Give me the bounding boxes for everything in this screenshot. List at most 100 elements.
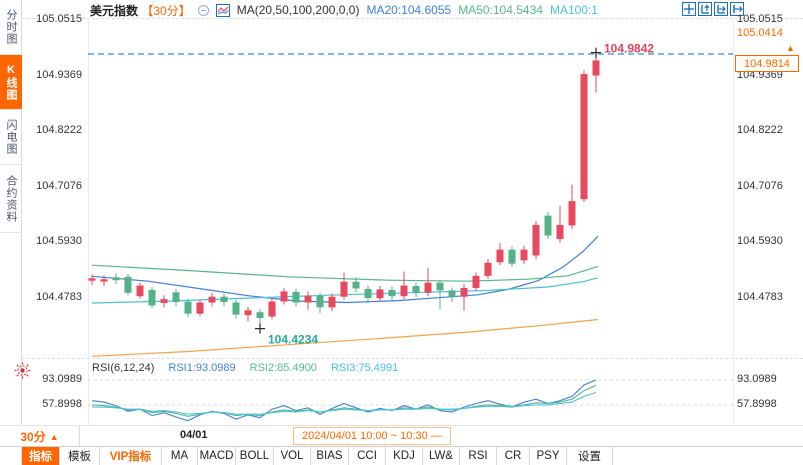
price-tick-label: 104.5930 xyxy=(36,235,82,248)
indicator-tab-指标[interactable]: 指标 xyxy=(22,447,60,465)
indicator-tab-bias[interactable]: BIAS xyxy=(311,447,349,465)
ma-settings-label[interactable]: MA(20,50,100,200,0,0) xyxy=(236,3,360,17)
time-axis-row: 30分 ▲ 04/01 2024/04/01 10:00 ~ 10:30 — xyxy=(0,425,803,447)
candle-body xyxy=(220,296,228,303)
candle-body xyxy=(520,249,528,261)
indicator-tab-rsi[interactable]: RSI xyxy=(460,447,497,465)
sidebar-item-timeshare-chart[interactable]: 分时图 xyxy=(0,0,22,55)
indicator-tab-设置[interactable]: 设置 xyxy=(567,447,613,465)
zoom-vertical-icon[interactable] xyxy=(698,2,712,16)
candle-body xyxy=(292,291,300,303)
indicator-tab-ma[interactable]: MA xyxy=(162,447,198,465)
candle-body xyxy=(328,296,336,308)
tab-bar-spacer xyxy=(0,447,22,465)
rsi2-value: RSI2:85.4900 xyxy=(249,362,317,374)
ma-line-ma100 xyxy=(91,277,599,304)
candle-body xyxy=(208,296,216,303)
indicator-tab-vip指标[interactable]: VIP指标 xyxy=(100,447,162,465)
rsi-line-rsi1 xyxy=(91,379,597,422)
candle-body xyxy=(268,301,276,317)
symbol-title: 美元指数 【30分】 xyxy=(90,2,191,19)
candle-body xyxy=(100,279,108,282)
ma20-value: MA20:104.6055 xyxy=(366,3,452,17)
price-tick-label: 105.0515 xyxy=(737,13,783,25)
indicator-tab-psy[interactable]: PSY xyxy=(530,447,567,465)
ma-line-ma20 xyxy=(91,235,599,304)
indicator-chart-icon[interactable] xyxy=(215,3,230,17)
rsi1-value: RSI1:93.0989 xyxy=(168,362,236,374)
sidebar-item-contract-info[interactable]: 合约资料 xyxy=(0,165,22,233)
date-tick-label: 04/01 xyxy=(180,429,208,441)
rsi-line-rsi3 xyxy=(92,391,597,415)
indicator-tab-macd[interactable]: MACD xyxy=(198,447,236,465)
plot-right-border xyxy=(733,18,734,425)
pan-right-icon[interactable] xyxy=(730,2,744,16)
candle-body xyxy=(472,275,480,288)
rsi3-value: RSI3:75.4991 xyxy=(330,362,399,374)
zoom-horizontal-icon[interactable] xyxy=(714,2,728,16)
indicator-tab-模板[interactable]: 模板 xyxy=(60,447,100,465)
price-tick-label: 104.7076 xyxy=(737,179,783,192)
price-tick-label: 104.8222 xyxy=(737,124,783,137)
price-tick-label: 105.0515 xyxy=(36,13,82,25)
candle-body xyxy=(280,291,288,302)
candle-body xyxy=(580,74,588,200)
candle-body xyxy=(592,60,600,76)
candle-body xyxy=(232,302,240,315)
candle-body xyxy=(412,286,420,293)
candle-body xyxy=(184,301,192,314)
ma-line-ma50 xyxy=(91,264,599,282)
period-selector[interactable]: 30分 ▲ xyxy=(0,426,80,447)
price-axis-left: 105.0515 104.9369 104.8222 104.7076 104.5930… xyxy=(22,0,86,425)
candle-body xyxy=(340,281,348,297)
rsi-tick-label: 93.0989 xyxy=(42,373,82,385)
candle-body xyxy=(544,215,552,236)
candle-body xyxy=(484,262,492,276)
rsi-settings-label[interactable]: RSI(6,12,24) xyxy=(92,362,155,374)
low-annotation: 104.4234 xyxy=(268,333,318,347)
candle-body xyxy=(124,276,132,293)
current-price-badge: 104.9814 xyxy=(735,55,799,72)
indicator-tab-boll[interactable]: BOLL xyxy=(236,447,274,465)
candle-body xyxy=(508,249,516,264)
high-annotation: 104.9842 xyxy=(604,42,654,56)
chart-toolbar xyxy=(679,2,744,16)
candle-body xyxy=(388,289,396,297)
rsi-tick-label: 57.8998 xyxy=(42,397,82,410)
symbol-name: 美元指数 xyxy=(90,3,139,18)
candle-body xyxy=(304,295,312,303)
plot-left-border xyxy=(88,18,89,425)
ma100-value: MA100:1 xyxy=(549,3,598,17)
panel-divider xyxy=(22,358,803,359)
chart-header: 美元指数 【30分】 MA(20,50,100,200,0,0) MA20:10… xyxy=(90,2,598,18)
candles-layer xyxy=(88,52,600,325)
selected-range-badge: 2024/04/01 10:00 ~ 10:30 — xyxy=(293,427,451,445)
ma-line-ma200 xyxy=(91,318,599,357)
alert-flash-icon[interactable] xyxy=(14,362,31,379)
period-up-arrow-icon: ▲ xyxy=(49,431,59,442)
price-tick-label: 104.5930 xyxy=(737,235,783,248)
candle-body xyxy=(436,282,444,291)
left-sidebar: 分时图 K线图 闪电图 合约资料 xyxy=(0,0,22,425)
indicator-tab-kdj[interactable]: KDJ xyxy=(386,447,423,465)
sidebar-item-lightning-chart[interactable]: 闪电图 xyxy=(0,110,22,165)
candle-body xyxy=(460,287,468,297)
candle-body xyxy=(136,285,144,297)
sidebar-item-kline-chart[interactable]: K线图 xyxy=(0,55,22,110)
main-chart-svg[interactable]: 104.9842 104.4234 xyxy=(88,18,733,358)
indicator-tab-vol[interactable]: VOL xyxy=(274,447,311,465)
indicator-tab-cci[interactable]: CCI xyxy=(349,447,386,465)
candle-body xyxy=(376,289,384,299)
indicator-tab-cr[interactable]: CR xyxy=(497,447,530,465)
candle-body xyxy=(556,224,564,239)
crosshair-icon[interactable] xyxy=(682,2,696,16)
session-high-label: 105.0414 xyxy=(737,27,783,39)
indicator-tab-lw&[interactable]: LW& xyxy=(423,447,460,465)
candle-body xyxy=(532,224,540,256)
collapse-indicator-icon[interactable] xyxy=(197,4,209,16)
rsi-chart-svg[interactable] xyxy=(88,358,733,425)
candle-body xyxy=(568,201,576,226)
rsi-tick-label: 93.0989 xyxy=(737,373,777,385)
candle-body xyxy=(352,281,360,289)
candle-body xyxy=(496,249,504,263)
